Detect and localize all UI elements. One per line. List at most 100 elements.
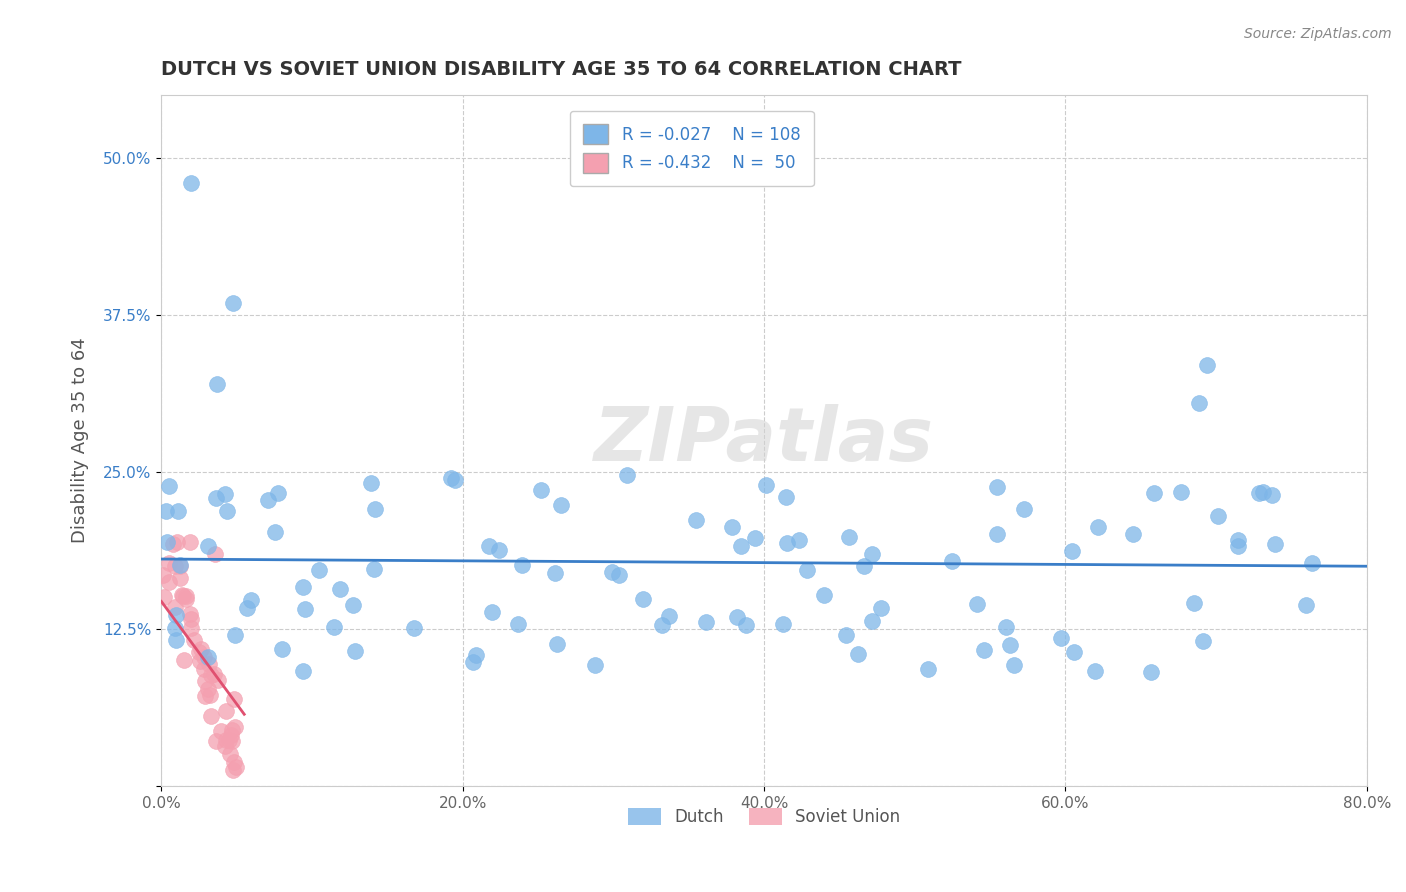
Point [344,644,367,658]
Point [1197,359,1219,373]
Point [1206,509,1229,524]
Point [207,673,229,688]
Point [1012,501,1035,516]
Point [734,618,756,632]
Point [173,653,195,667]
Point [651,617,673,632]
Point [157,575,180,590]
Point [204,491,226,505]
Point [170,589,193,603]
Point [152,568,174,582]
Point [200,667,222,681]
Point [787,533,810,548]
Point [221,723,243,738]
Point [508,617,530,632]
Point [169,558,191,572]
Point [695,615,717,630]
Point [852,559,875,574]
Point [917,663,939,677]
Point [998,638,1021,652]
Point [222,295,245,310]
Point [180,621,202,635]
Point [444,473,467,487]
Point [364,501,387,516]
Point [583,658,606,673]
Point [174,592,197,607]
Point [725,610,748,624]
Point [860,547,883,561]
Point [267,486,290,500]
Point [180,176,202,190]
Point [264,524,287,539]
Point [194,674,217,689]
Point [224,721,246,735]
Point [218,733,240,747]
Point [775,536,797,550]
Point [190,642,212,657]
Point [257,492,280,507]
Point [179,607,201,621]
Point [294,602,316,616]
Point [775,490,797,504]
Point [202,667,225,681]
Point [222,763,245,777]
Point [481,606,503,620]
Point [172,589,194,603]
Point [835,628,858,642]
Point [1264,537,1286,551]
Point [222,691,245,706]
Point [165,559,187,574]
Point [215,503,238,517]
Point [193,662,215,676]
Text: ZIPatlas: ZIPatlas [595,404,934,477]
Point [1084,664,1107,678]
Point [308,563,330,577]
Point [204,547,226,561]
Point [986,480,1008,494]
Point [329,582,352,596]
Point [200,709,222,723]
Point [207,377,229,392]
Point [209,724,232,739]
Point [169,571,191,585]
Point [1253,485,1275,500]
Point [1188,396,1211,410]
Point [197,681,219,696]
Point [543,566,565,580]
Point [1227,539,1250,553]
Point [162,536,184,550]
Point [685,513,707,527]
Text: Source: ZipAtlas.com: Source: ZipAtlas.com [1244,27,1392,41]
Point [221,728,243,742]
Point [187,645,209,659]
Point [363,561,385,575]
Point [846,647,869,661]
Point [941,554,963,568]
Point [530,483,553,498]
Point [225,760,247,774]
Point [197,650,219,665]
Point [870,601,893,615]
Point [465,648,488,662]
Point [755,477,778,491]
Point [721,519,744,533]
Point [730,539,752,553]
Point [440,470,463,484]
Point [165,633,187,648]
Point [813,588,835,602]
Point [1182,596,1205,610]
Point [478,539,501,553]
Y-axis label: Disability Age 35 to 64: Disability Age 35 to 64 [72,338,89,543]
Point [600,565,623,579]
Point [200,688,222,702]
Point [163,621,186,635]
Point [1247,485,1270,500]
Point [546,637,568,651]
Point [169,559,191,574]
Point [1063,645,1085,659]
Point [796,563,818,577]
Point [214,486,236,500]
Point [240,592,263,607]
Point [183,632,205,647]
Point [205,734,228,748]
